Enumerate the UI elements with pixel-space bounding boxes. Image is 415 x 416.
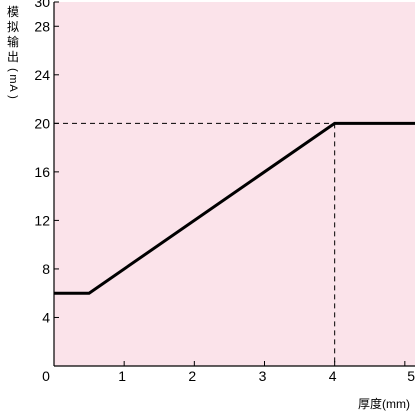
y-tick-label: 16 (34, 164, 50, 180)
x-tick-label: 2 (188, 368, 196, 384)
y-label-char: ) (7, 95, 19, 99)
y-label-char: ( (7, 68, 19, 72)
x-tick-label: 0 (42, 368, 50, 384)
y-tick-label: 30 (34, 0, 50, 10)
y-tick-label: 28 (34, 18, 50, 34)
y-label-char: A (7, 84, 19, 92)
reference-lines (54, 122, 336, 366)
series (54, 121, 415, 295)
y-label-char: 出 (7, 50, 19, 64)
y-label-char: 拟 (7, 20, 19, 34)
y-label-char: 输 (7, 34, 19, 49)
x-ticks: 0 1 2 3 4 5 (42, 361, 415, 384)
x-axis-label: 厚度(mm) (358, 396, 410, 411)
y-tick-label: 24 (34, 67, 50, 83)
x-tick-label: 1 (118, 368, 126, 384)
x-tick-label: 5 (407, 368, 415, 384)
axes (53, 2, 415, 367)
x-tick-label: 3 (259, 368, 267, 384)
y-tick-label: 12 (34, 212, 50, 228)
series-line (54, 121, 415, 295)
y-label-char: m (7, 74, 19, 83)
plot-area (54, 2, 415, 366)
y-tick-label: 4 (42, 309, 50, 325)
x-tick-label: 4 (329, 368, 337, 384)
y-ticks: 4 8 12 16 20 24 28 30 (34, 0, 59, 325)
y-label-char: 模 (7, 5, 19, 19)
y-tick-label: 8 (42, 261, 50, 277)
y-tick-label: 20 (34, 115, 50, 131)
